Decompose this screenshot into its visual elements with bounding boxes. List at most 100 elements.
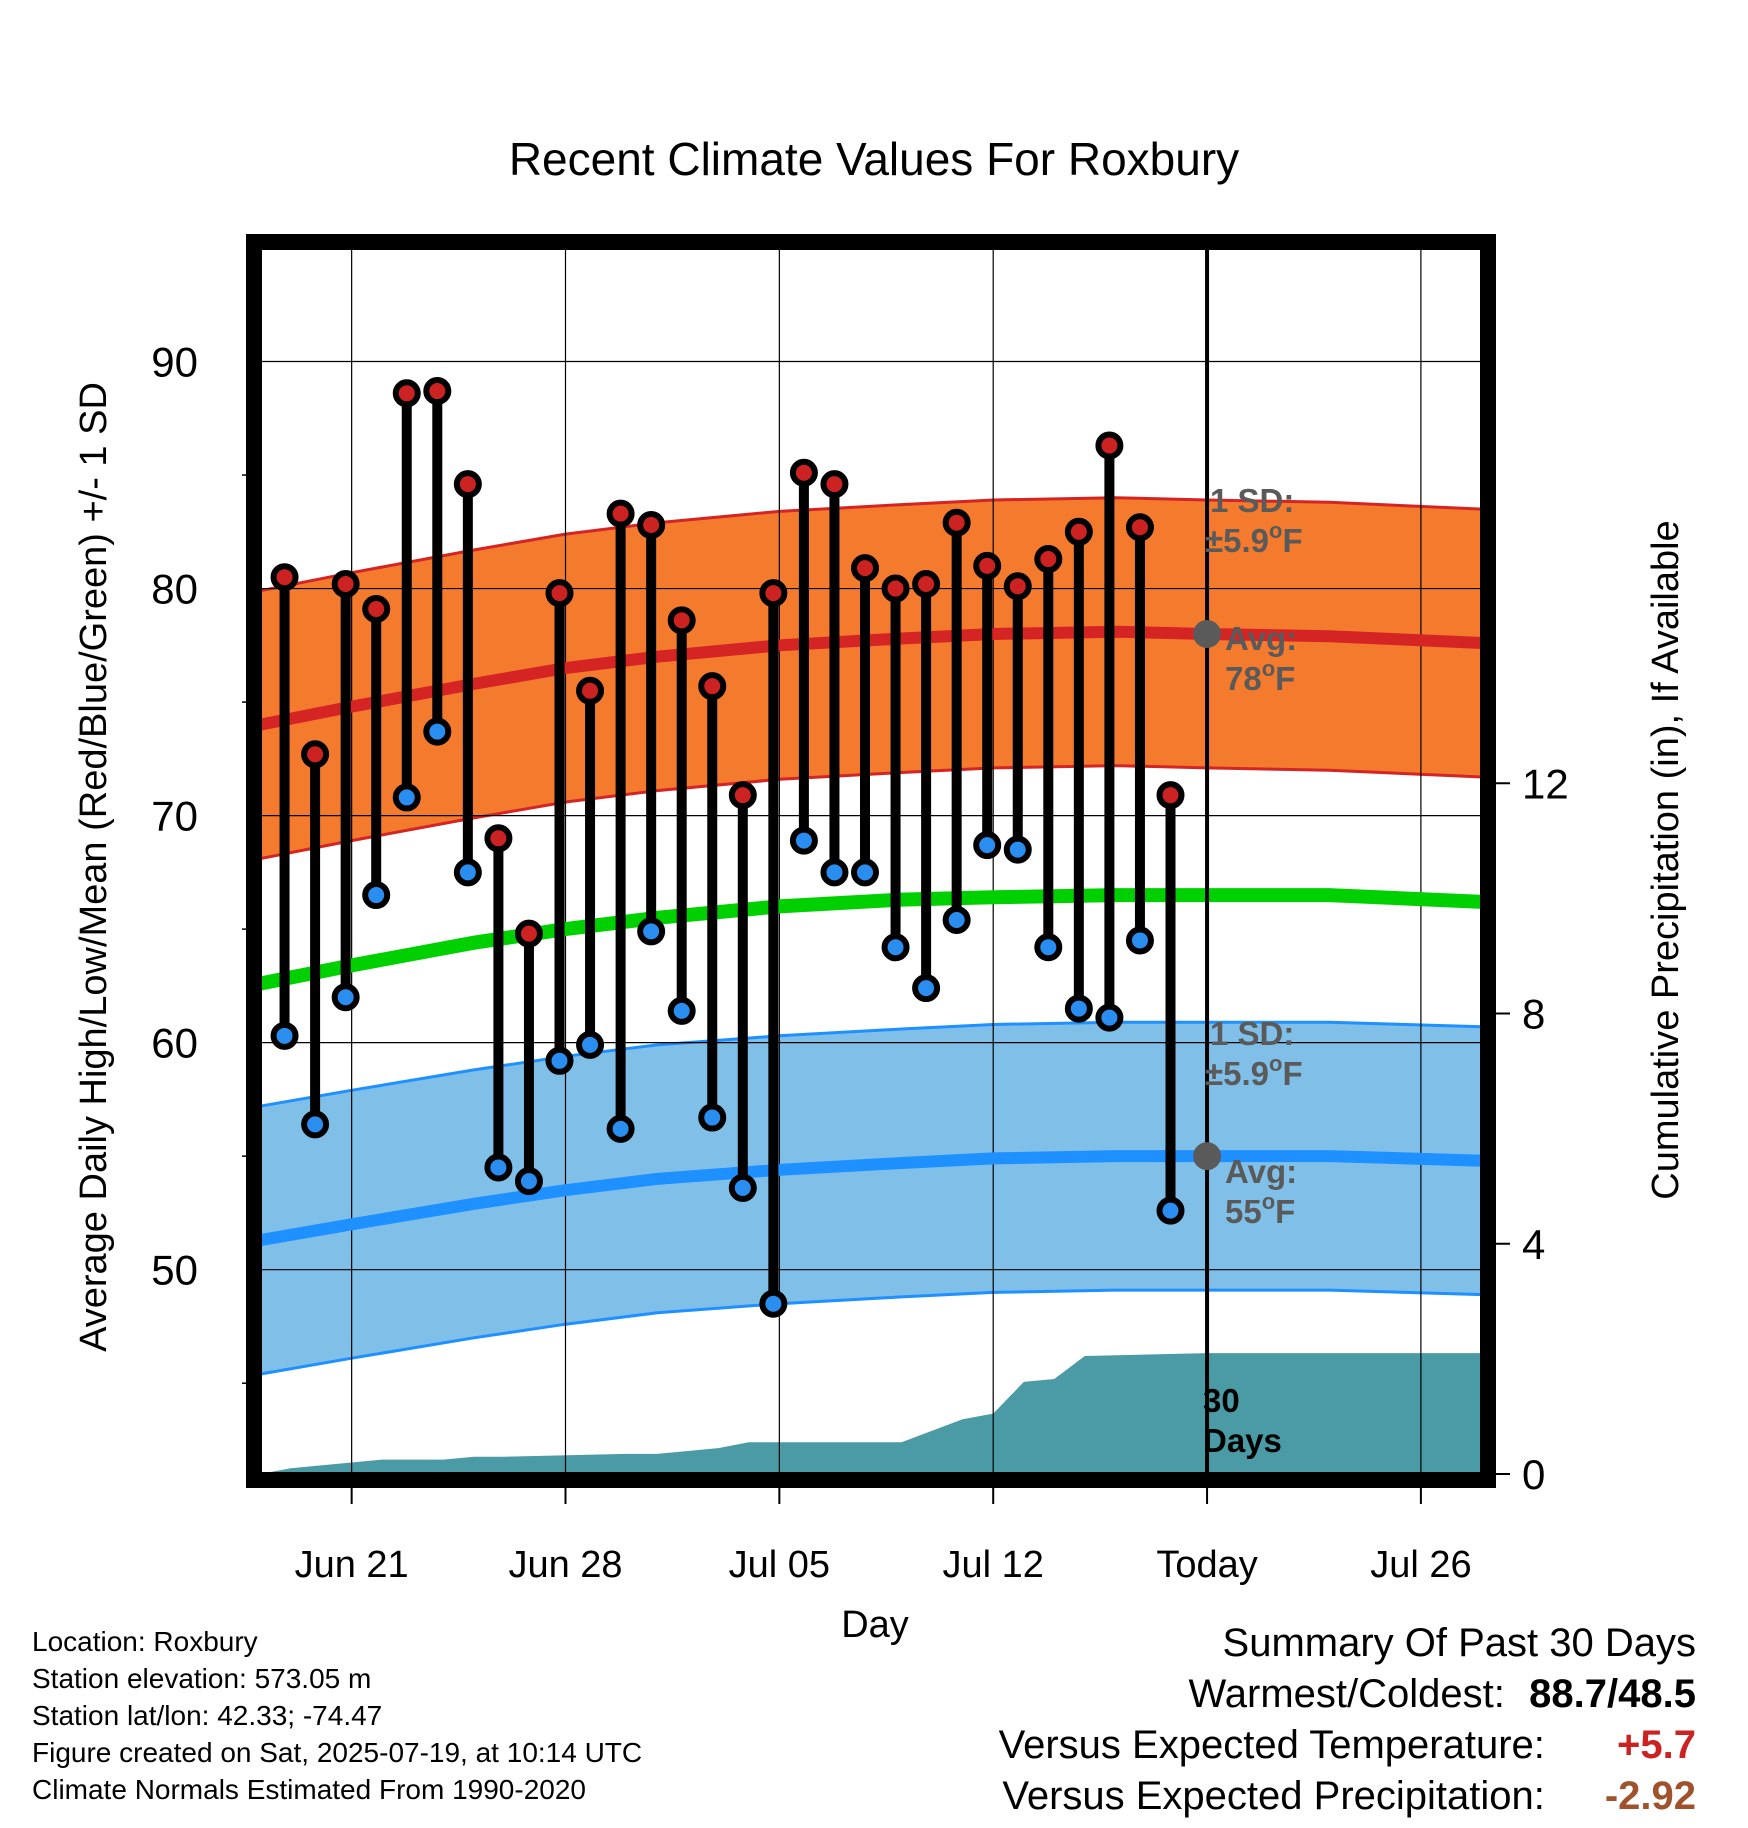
high-sd-lower-edge [259,764,1483,861]
elevation-text: Station elevation: 573.05 m [32,1663,372,1694]
low-point [759,1289,788,1318]
summary-warmest-row: Warmest/Coldest: 88.7/48.5 [999,1669,1697,1720]
high-point [545,579,574,608]
high-point [851,554,879,583]
x-axis-label: Day [841,1604,909,1646]
low-point [820,858,849,887]
low-point [301,1110,330,1139]
low-point [484,1153,513,1182]
high-sd-value: ±5.9oF [1205,518,1303,559]
today-high-marker [1193,619,1222,648]
low-point [973,831,1002,860]
low-point [545,1046,574,1075]
precip-area [260,1353,1482,1474]
created-text: Figure created on Sat, 2025-07-19, at 10… [32,1737,643,1768]
high-sd-upper-edge [259,496,1483,593]
summary-panel: Summary Of Past 30 Days Warmest/Coldest:… [999,1618,1696,1822]
warmest-value: 88.7/48.5 [1529,1672,1696,1716]
low-sd-value: ±5.9oF [1205,1051,1303,1092]
y-axis-right: 0 4 8 12 [1490,760,1569,1498]
x-tick-label: Jun 21 [295,1544,409,1586]
low-point [270,1021,299,1050]
low-point [1156,1196,1185,1225]
low-point [698,1103,727,1132]
high-point [331,570,360,599]
high-avg-label: Avg: [1225,620,1297,657]
low-point [576,1030,605,1059]
high-point [576,676,605,705]
daily-values [270,377,1185,1318]
low-sd-lower-edge [259,1288,1483,1376]
low-point [453,858,482,887]
x-tick-label: Jun 28 [508,1544,622,1586]
high-point [1125,513,1154,542]
low-point [1003,835,1032,864]
low-point [392,783,421,812]
low-point [789,826,818,855]
high-point [1156,781,1185,810]
low-point [637,917,666,946]
high-avg-value: 78oF [1225,656,1295,697]
high-normal-line [258,625,1483,731]
y-axis-left: 50 60 70 80 90 [151,339,252,1384]
high-point [423,377,452,406]
location-text: Location: Roxbury [32,1626,258,1657]
low-point [912,974,941,1003]
y-tick-label-right: 4 [1522,1221,1545,1268]
low-point [1095,1003,1124,1032]
high-point [484,824,513,853]
low-point [728,1173,757,1202]
x-tick-label: Jul 12 [942,1544,1043,1586]
low-sd-upper-edge [259,1020,1483,1108]
summary-temp-row: Versus Expected Temperature: +5.7 [999,1720,1696,1771]
x-tick-label: Jul 26 [1370,1544,1471,1586]
high-point [606,499,635,528]
days-word-label: Days [1203,1422,1282,1459]
low-point [423,717,452,746]
high-point [728,781,757,810]
low-point [881,933,910,962]
low-point [942,906,971,935]
low-point [851,858,879,887]
low-point [1125,926,1154,955]
normals-text: Climate Normals Estimated From 1990-2020 [32,1774,586,1805]
warmest-label: Warmest/Coldest: [1188,1672,1505,1716]
low-point [667,996,696,1025]
low-point [514,1167,543,1196]
y-tick-label-left: 60 [151,1020,198,1067]
x-axis: Jun 21 Jun 28 Jul 05 Jul 12 Today Jul 26 [295,1484,1472,1586]
summary-heading: Summary Of Past 30 Days [1222,1621,1696,1665]
high-point [698,672,727,701]
high-point [820,470,849,499]
y-axis-right-label: Cumulative Precipitation (in), If Availa… [1645,520,1687,1199]
high-point [392,379,421,408]
summary-precip-row: Versus Expected Precipitation: -2.92 [999,1771,1696,1822]
low-avg-value: 55oF [1225,1189,1295,1230]
high-sd-label: 1 SD: [1210,482,1294,519]
high-point [1064,517,1093,546]
y-tick-label-left: 80 [151,566,198,613]
high-point [362,594,391,623]
today-low-marker [1193,1142,1222,1171]
low-point [331,983,360,1012]
high-point [1034,545,1063,574]
low-point [1064,994,1093,1023]
high-point [667,606,696,635]
low-point [1034,933,1063,962]
high-point [912,570,941,599]
high-point [759,579,788,608]
low-sd-label: 1 SD: [1210,1015,1294,1052]
x-tick-label: Jul 05 [729,1544,830,1586]
temp-label: Versus Expected Temperature: [998,1723,1545,1767]
y-axis-left-label: Average Daily High/Low/Mean (Red/Blue/Gr… [73,382,115,1352]
low-normal-line [258,1150,1483,1247]
y-tick-label-right: 12 [1522,760,1569,807]
high-point [789,458,818,487]
high-point [270,563,299,592]
y-tick-label-left: 50 [151,1247,198,1294]
high-point [1003,572,1032,601]
station-info: Location: Roxbury Station elevation: 573… [32,1623,642,1808]
x-tick-label: Today [1156,1544,1257,1586]
